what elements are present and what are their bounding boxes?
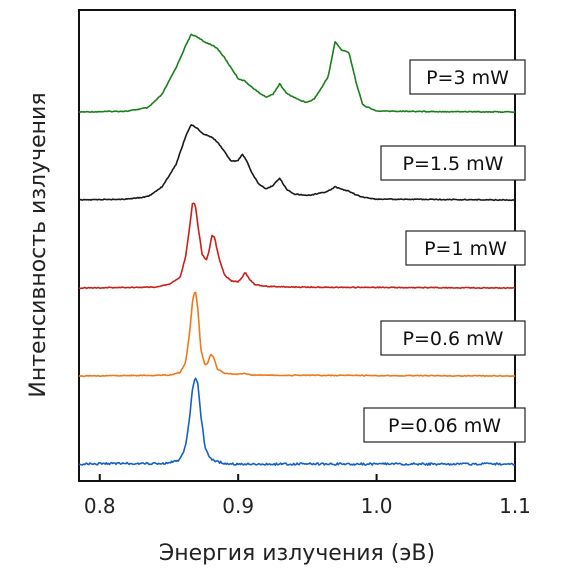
series-label-4: P=0.06 mW (388, 415, 501, 437)
x-axis-title: Энергия излучения (эВ) (159, 541, 435, 566)
series-label-0: P=3 mW (426, 67, 509, 89)
series-label-box-4 (363, 407, 526, 443)
series-label-1: P=1.5 mW (403, 153, 504, 175)
series-line-1 (78, 124, 516, 202)
series-line-3 (78, 291, 516, 378)
x-ticks: 0.8 0.9 1.0 1.1 (84, 474, 531, 518)
series-label-box-3 (380, 320, 526, 356)
series-line-2 (79, 202, 516, 290)
x-tick-label-3: 1.1 (499, 494, 531, 518)
y-axis-title: Интенсивность излучения (26, 92, 51, 397)
series-label-box-0 (409, 59, 526, 95)
series-label-box-1 (380, 145, 526, 181)
series-label-3: P=0.6 mW (403, 328, 504, 350)
x-tick-label-0: 0.8 (84, 494, 116, 518)
series-label-box-2 (405, 230, 526, 266)
series-line-4 (78, 377, 516, 466)
series-label-2: P=1 mW (424, 238, 507, 260)
x-tick-label-2: 1.0 (361, 494, 393, 518)
x-tick-label-1: 0.9 (222, 494, 254, 518)
legend-labels: P=3 mW P=1.5 mW P=1 mW P=0.6 mW P=0.06 mW (363, 59, 526, 443)
series-line-0 (78, 33, 516, 114)
series-layer (78, 33, 516, 466)
